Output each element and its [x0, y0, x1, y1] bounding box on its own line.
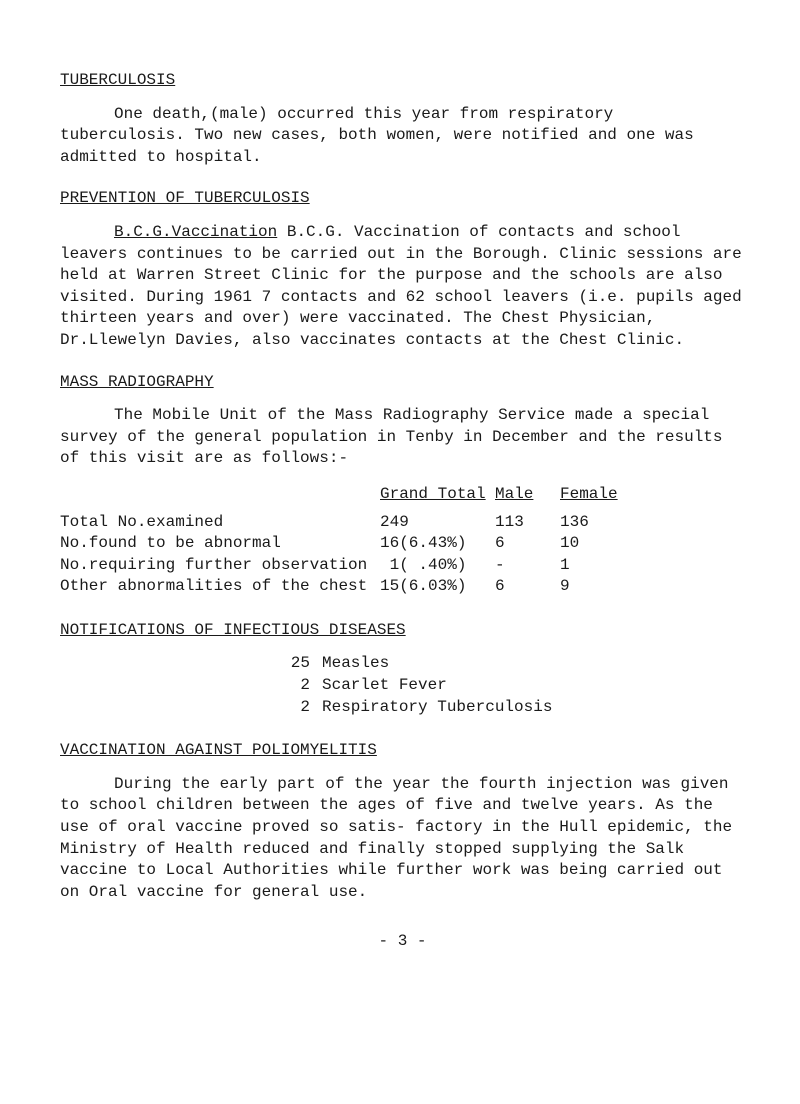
- paragraph-tb: One death,(male) occurred this year from…: [60, 104, 745, 169]
- table-head-male: Male: [495, 484, 560, 506]
- table-row: No.found to be abnormal 16(6.43%) 6 10: [60, 533, 745, 555]
- list-item: 2 Respiratory Tuberculosis: [270, 697, 745, 719]
- table-header-row: Grand Total Male Female: [60, 484, 745, 506]
- heading-mass-radiography: MASS RADIOGRAPHY: [60, 372, 745, 394]
- bcg-lead-underline: B.C.G.Vaccination: [114, 223, 277, 241]
- table-male: 113: [495, 512, 560, 534]
- table-head-total-text: Grand Total: [380, 485, 486, 503]
- list-item: 25 Measles: [270, 653, 745, 675]
- table-female: 136: [560, 512, 635, 534]
- table-head-female: Female: [560, 484, 635, 506]
- table-label: Other abnormalities of the chest: [60, 576, 380, 598]
- table-total: 249: [380, 512, 495, 534]
- table-male: -: [495, 555, 560, 577]
- list-count: 2: [270, 675, 322, 697]
- table-female: 9: [560, 576, 635, 598]
- heading-tuberculosis: TUBERCULOSIS: [60, 70, 745, 92]
- table-female: 10: [560, 533, 635, 555]
- table-female: 1: [560, 555, 635, 577]
- paragraph-mass: The Mobile Unit of the Mass Radiography …: [60, 405, 745, 470]
- list-label: Scarlet Fever: [322, 675, 447, 697]
- paragraph-bcg: B.C.G.Vaccination B.C.G. Vaccination of …: [60, 222, 745, 352]
- table-male: 6: [495, 533, 560, 555]
- table-total: 1( .40%): [380, 555, 495, 577]
- bcg-rest-text: B.C.G. Vaccination of contacts and schoo…: [60, 223, 742, 349]
- table-head-female-text: Female: [560, 485, 618, 503]
- list-item: 2 Scarlet Fever: [270, 675, 745, 697]
- table-row: Other abnormalities of the chest 15(6.03…: [60, 576, 745, 598]
- table-head-total: Grand Total: [380, 484, 495, 506]
- table-row: No.requiring further observation 1( .40%…: [60, 555, 745, 577]
- list-count: 2: [270, 697, 322, 719]
- table-header-spacer: [60, 484, 380, 506]
- table-head-male-text: Male: [495, 485, 533, 503]
- table-male: 6: [495, 576, 560, 598]
- table-total: 16(6.43%): [380, 533, 495, 555]
- list-count: 25: [270, 653, 322, 675]
- heading-prevention: PREVENTION OF TUBERCULOSIS: [60, 188, 745, 210]
- table-label: No.requiring further observation: [60, 555, 380, 577]
- page-number: - 3 -: [60, 931, 745, 953]
- list-label: Measles: [322, 653, 389, 675]
- heading-vaccination-polio: VACCINATION AGAINST POLIOMYELITIS: [60, 740, 745, 762]
- table-label: Total No.examined: [60, 512, 380, 534]
- table-row: Total No.examined 249 113 136: [60, 512, 745, 534]
- list-label: Respiratory Tuberculosis: [322, 697, 552, 719]
- heading-notifications: NOTIFICATIONS OF INFECTIOUS DISEASES: [60, 620, 745, 642]
- disease-list: 25 Measles 2 Scarlet Fever 2 Respiratory…: [270, 653, 745, 718]
- table-label: No.found to be abnormal: [60, 533, 380, 555]
- paragraph-polio: During the early part of the year the fo…: [60, 774, 745, 904]
- table-total: 15(6.03%): [380, 576, 495, 598]
